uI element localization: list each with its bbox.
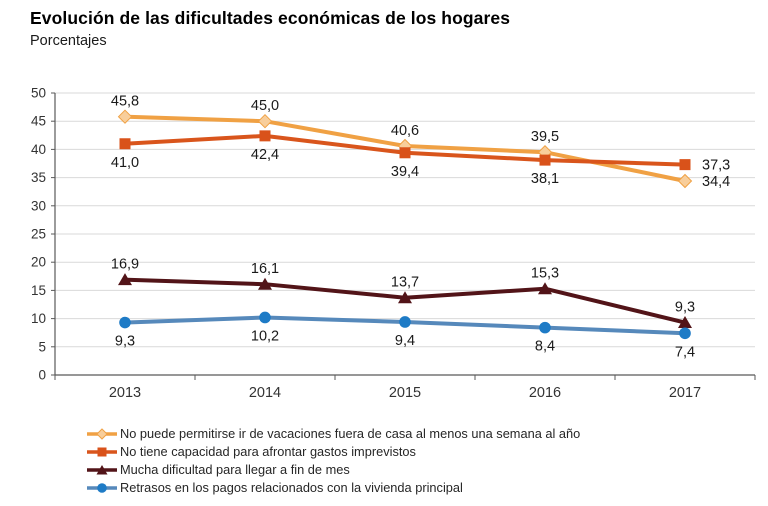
data-point-marker xyxy=(678,316,692,329)
y-axis-tick-label: 40 xyxy=(31,142,46,157)
x-axis-tick-label: 2014 xyxy=(249,385,281,401)
data-label: 39,4 xyxy=(391,164,419,180)
y-axis-tick-label: 0 xyxy=(38,368,46,383)
data-point-marker xyxy=(119,316,131,329)
chart-subtitle: Porcentajes xyxy=(30,33,107,49)
legend-item: No tiene capacidad para afrontar gastos … xyxy=(87,444,580,459)
legend-item: Mucha dificultad para llegar a fin de me… xyxy=(87,462,580,477)
data-label: 8,4 xyxy=(535,339,555,355)
legend-label: Mucha dificultad para llegar a fin de me… xyxy=(120,462,350,477)
data-label: 34,4 xyxy=(702,174,730,190)
chart-legend: No puede permitirse ir de vacaciones fue… xyxy=(87,426,580,495)
data-label: 9,3 xyxy=(675,300,695,316)
data-label: 16,1 xyxy=(251,261,279,277)
x-axis-tick-label: 2017 xyxy=(669,385,701,401)
data-label: 38,1 xyxy=(531,171,559,187)
data-label: 7,4 xyxy=(675,344,695,360)
square-legend-marker-icon xyxy=(87,447,117,456)
legend-item: No puede permitirse ir de vacaciones fue… xyxy=(87,426,580,441)
line-chart: 0 5 10 15 20 25 30 35 40 45 50 2013 2014 2015 2016 2017… xyxy=(31,86,756,401)
y-axis-tick-label: 50 xyxy=(31,86,46,101)
diamond-legend-marker-icon xyxy=(87,427,117,440)
x-axis-tick-label: 2013 xyxy=(109,385,141,401)
data-point-marker xyxy=(539,154,551,166)
data-label: 45,0 xyxy=(251,98,279,114)
chart-header: Evolución de las dificultades económicas… xyxy=(30,8,748,49)
data-label: 40,6 xyxy=(391,123,419,139)
data-label: 37,3 xyxy=(702,158,730,174)
data-label: 15,3 xyxy=(531,266,559,282)
data-label: 16,9 xyxy=(111,257,139,273)
data-point-marker xyxy=(259,130,271,142)
data-label: 9,4 xyxy=(395,333,415,349)
y-axis-tick-label: 25 xyxy=(31,227,46,242)
triangle-legend-marker-icon xyxy=(87,464,117,474)
data-point-marker xyxy=(679,159,691,171)
chart-title: Evolución de las dificultades económicas… xyxy=(30,8,511,28)
data-point-marker xyxy=(538,282,552,295)
data-label: 41,0 xyxy=(111,155,139,171)
data-label: 10,2 xyxy=(251,328,279,344)
y-axis-tick-label: 30 xyxy=(31,198,46,213)
y-axis-tick-label: 15 xyxy=(31,283,46,298)
data-label: 45,8 xyxy=(111,94,139,110)
data-point-marker xyxy=(679,327,691,340)
legend-label: No tiene capacidad para afrontar gastos … xyxy=(120,444,416,459)
data-label: 42,4 xyxy=(251,147,279,163)
data-point-marker xyxy=(399,316,411,328)
data-point-marker xyxy=(118,273,132,286)
data-point-marker xyxy=(117,109,133,124)
y-axis-tick-label: 20 xyxy=(31,255,46,270)
data-point-marker xyxy=(119,138,131,150)
y-axis-tick-label: 5 xyxy=(38,339,46,354)
x-axis-tick-label: 2016 xyxy=(529,385,561,401)
x-axis-tick-label: 2015 xyxy=(389,385,421,401)
data-point-marker xyxy=(259,311,271,324)
data-point-marker xyxy=(258,277,272,290)
legend-label: No puede permitirse ir de vacaciones fue… xyxy=(120,426,581,441)
data-label: 39,5 xyxy=(531,129,559,145)
data-point-marker xyxy=(399,147,411,159)
data-point-marker xyxy=(677,173,693,189)
data-point-marker xyxy=(257,113,273,129)
data-label: 9,3 xyxy=(115,334,135,350)
y-axis-tick-label: 10 xyxy=(31,311,46,326)
circle-legend-marker-icon xyxy=(87,482,117,493)
legend-label: Retrasos en los pagos relacionados con l… xyxy=(120,480,463,495)
data-point-marker xyxy=(539,321,551,334)
data-label: 13,7 xyxy=(391,275,419,291)
y-axis-tick-label: 35 xyxy=(31,170,46,185)
legend-item: Retrasos en los pagos relacionados con l… xyxy=(87,480,580,495)
data-point-marker xyxy=(398,291,412,304)
y-axis-tick-label: 45 xyxy=(31,114,46,129)
